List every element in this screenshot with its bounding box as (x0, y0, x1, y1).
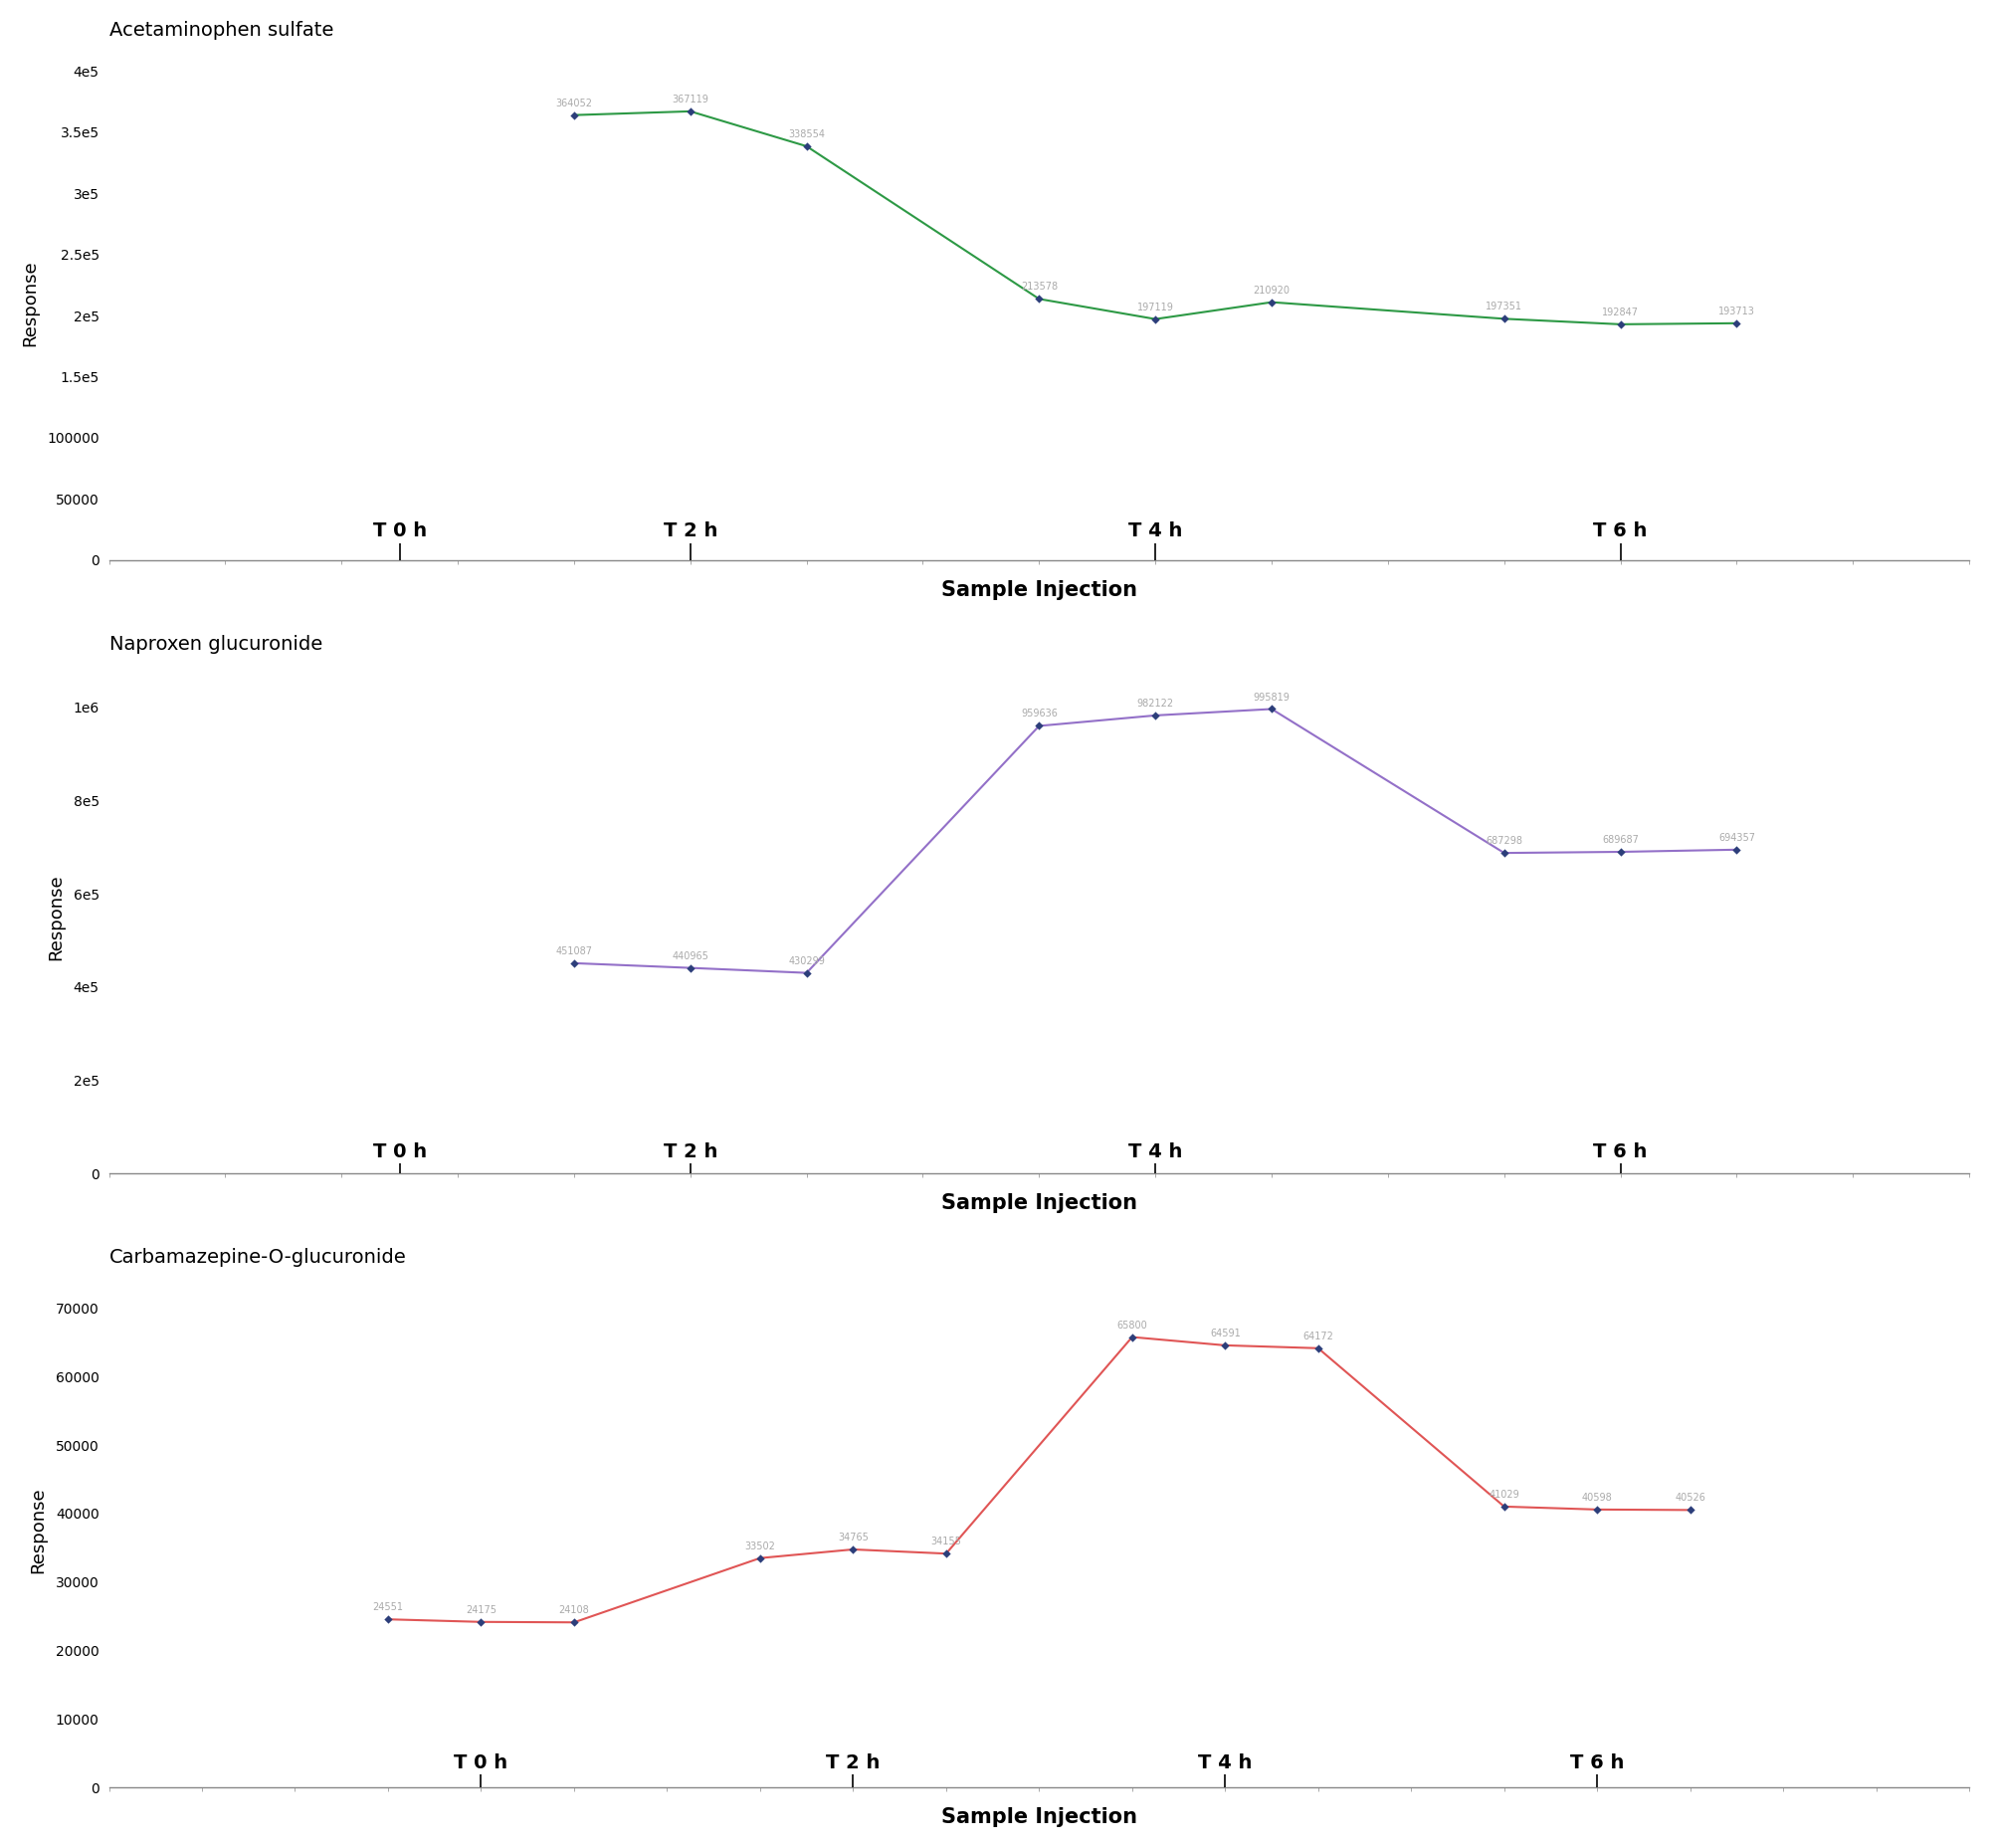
Text: T 6 h: T 6 h (1570, 1754, 1624, 1772)
Text: 367119: 367119 (673, 94, 708, 105)
Point (1301, 1334, 1333, 1364)
Text: 440965: 440965 (673, 952, 708, 961)
Text: 33502: 33502 (744, 1541, 776, 1550)
Text: 41029: 41029 (1489, 1489, 1520, 1501)
Text: 24175: 24175 (466, 1606, 496, 1615)
Point (557, 100, 589, 129)
Point (1140, 700, 1172, 730)
Point (1721, 309, 1753, 338)
Text: T 6 h: T 6 h (1594, 1142, 1648, 1161)
Text: 192847: 192847 (1602, 307, 1640, 318)
Text: T 4 h: T 4 h (1128, 521, 1182, 540)
X-axis label: Sample Injection: Sample Injection (941, 1194, 1136, 1214)
Point (1489, 303, 1520, 333)
Point (557, 1608, 589, 1637)
Text: 64172: 64172 (1303, 1331, 1333, 1342)
Text: T 6 h: T 6 h (1594, 521, 1648, 540)
Text: 430299: 430299 (788, 955, 826, 967)
Point (675, 96, 706, 126)
Point (1023, 711, 1055, 741)
Text: Acetaminophen sulfate: Acetaminophen sulfate (109, 20, 332, 39)
Text: T 0 h: T 0 h (454, 1754, 507, 1772)
Text: T 4 h: T 4 h (1128, 1142, 1182, 1161)
Point (1604, 837, 1636, 867)
Text: 959636: 959636 (1021, 710, 1057, 719)
Text: Naproxen glucuronide: Naproxen glucuronide (109, 634, 322, 654)
Point (557, 948, 589, 978)
Point (929, 1539, 961, 1569)
Text: 193713: 193713 (1719, 307, 1755, 316)
Point (1721, 835, 1753, 865)
X-axis label: Sample Injection: Sample Injection (941, 580, 1136, 601)
X-axis label: Sample Injection: Sample Injection (941, 1807, 1136, 1828)
Point (1256, 288, 1288, 318)
Y-axis label: Response: Response (20, 261, 38, 346)
Text: 34765: 34765 (838, 1532, 868, 1543)
Point (1582, 1495, 1614, 1525)
Text: 687298: 687298 (1487, 835, 1522, 846)
Text: 24108: 24108 (559, 1606, 589, 1615)
Text: T 2 h: T 2 h (663, 521, 716, 540)
Text: 34155: 34155 (931, 1538, 961, 1547)
Point (1604, 309, 1636, 338)
Point (744, 1543, 776, 1573)
Point (675, 954, 706, 983)
Point (790, 957, 822, 987)
Point (838, 1534, 870, 1563)
Text: T 0 h: T 0 h (372, 1142, 426, 1161)
Text: 995819: 995819 (1254, 693, 1290, 702)
Point (1023, 285, 1055, 314)
Point (1210, 1331, 1242, 1360)
Text: 338554: 338554 (788, 129, 826, 139)
Point (1140, 305, 1172, 334)
Text: 40598: 40598 (1582, 1493, 1612, 1502)
Text: T 2 h: T 2 h (826, 1754, 880, 1772)
Text: 689687: 689687 (1602, 835, 1640, 845)
Text: 213578: 213578 (1021, 283, 1057, 292)
Text: T 4 h: T 4 h (1198, 1754, 1252, 1772)
Text: 197351: 197351 (1487, 301, 1522, 312)
Text: 210920: 210920 (1254, 285, 1290, 296)
Text: 364052: 364052 (555, 98, 593, 109)
Text: 64591: 64591 (1210, 1329, 1240, 1338)
Text: Carbamazepine-O-glucuronide: Carbamazepine-O-glucuronide (109, 1247, 406, 1268)
Point (466, 1608, 498, 1637)
Point (1674, 1495, 1705, 1525)
Text: T 0 h: T 0 h (372, 521, 426, 540)
Text: 65800: 65800 (1116, 1319, 1148, 1331)
Text: 24551: 24551 (372, 1602, 404, 1613)
Y-axis label: Response: Response (48, 874, 66, 961)
Point (1489, 839, 1520, 869)
Point (1116, 1323, 1148, 1353)
Text: T 2 h: T 2 h (663, 1142, 716, 1161)
Point (790, 131, 822, 161)
Text: 197119: 197119 (1136, 303, 1174, 312)
Point (372, 1604, 404, 1634)
Text: 451087: 451087 (555, 946, 593, 955)
Point (1256, 695, 1288, 724)
Text: 40526: 40526 (1676, 1493, 1705, 1502)
Text: 694357: 694357 (1717, 833, 1755, 843)
Y-axis label: Response: Response (30, 1488, 48, 1574)
Point (1489, 1491, 1520, 1521)
Text: 982122: 982122 (1136, 699, 1174, 708)
